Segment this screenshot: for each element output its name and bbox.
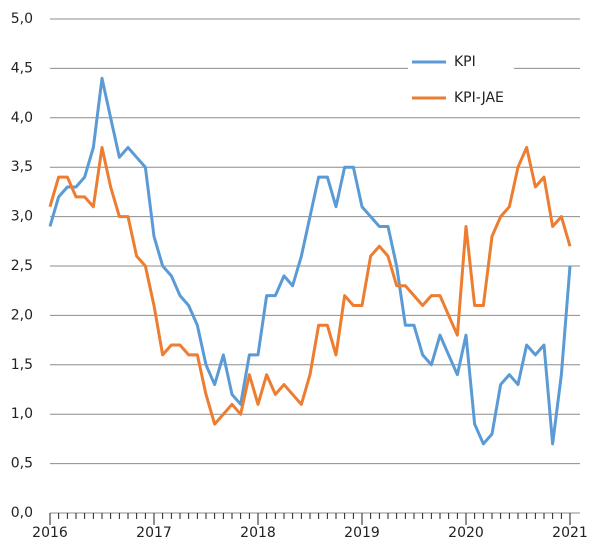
x-tick-label: 2018 bbox=[240, 525, 276, 541]
legend-label: KPI-JAE bbox=[454, 90, 504, 106]
series-line bbox=[48, 76, 572, 446]
y-tick-label: 5,0 bbox=[11, 11, 33, 27]
x-tick-label: 2020 bbox=[448, 525, 484, 541]
y-tick-label: 3,0 bbox=[11, 209, 33, 225]
x-tick-label: 2017 bbox=[136, 525, 172, 541]
y-tick-label: 0,5 bbox=[11, 456, 33, 472]
y-tick-label: 1,0 bbox=[11, 406, 33, 422]
x-tick-label: 2021 bbox=[552, 525, 588, 541]
series-line bbox=[48, 145, 572, 426]
x-tick-label: 2019 bbox=[344, 525, 380, 541]
y-tick-label: 2,5 bbox=[11, 258, 33, 274]
legend-box bbox=[408, 44, 514, 114]
legend-label: KPI bbox=[454, 54, 476, 70]
y-tick-label: 0,0 bbox=[11, 505, 33, 521]
y-tick-label: 3,5 bbox=[11, 159, 33, 175]
y-tick-label: 1,5 bbox=[11, 357, 33, 373]
y-tick-label: 2,0 bbox=[11, 307, 33, 323]
x-tick-label: 2016 bbox=[32, 525, 68, 541]
y-tick-label: 4,5 bbox=[11, 60, 33, 76]
legend: KPI KPI-JAE bbox=[408, 44, 514, 114]
y-tick-label: 4,0 bbox=[11, 110, 33, 126]
